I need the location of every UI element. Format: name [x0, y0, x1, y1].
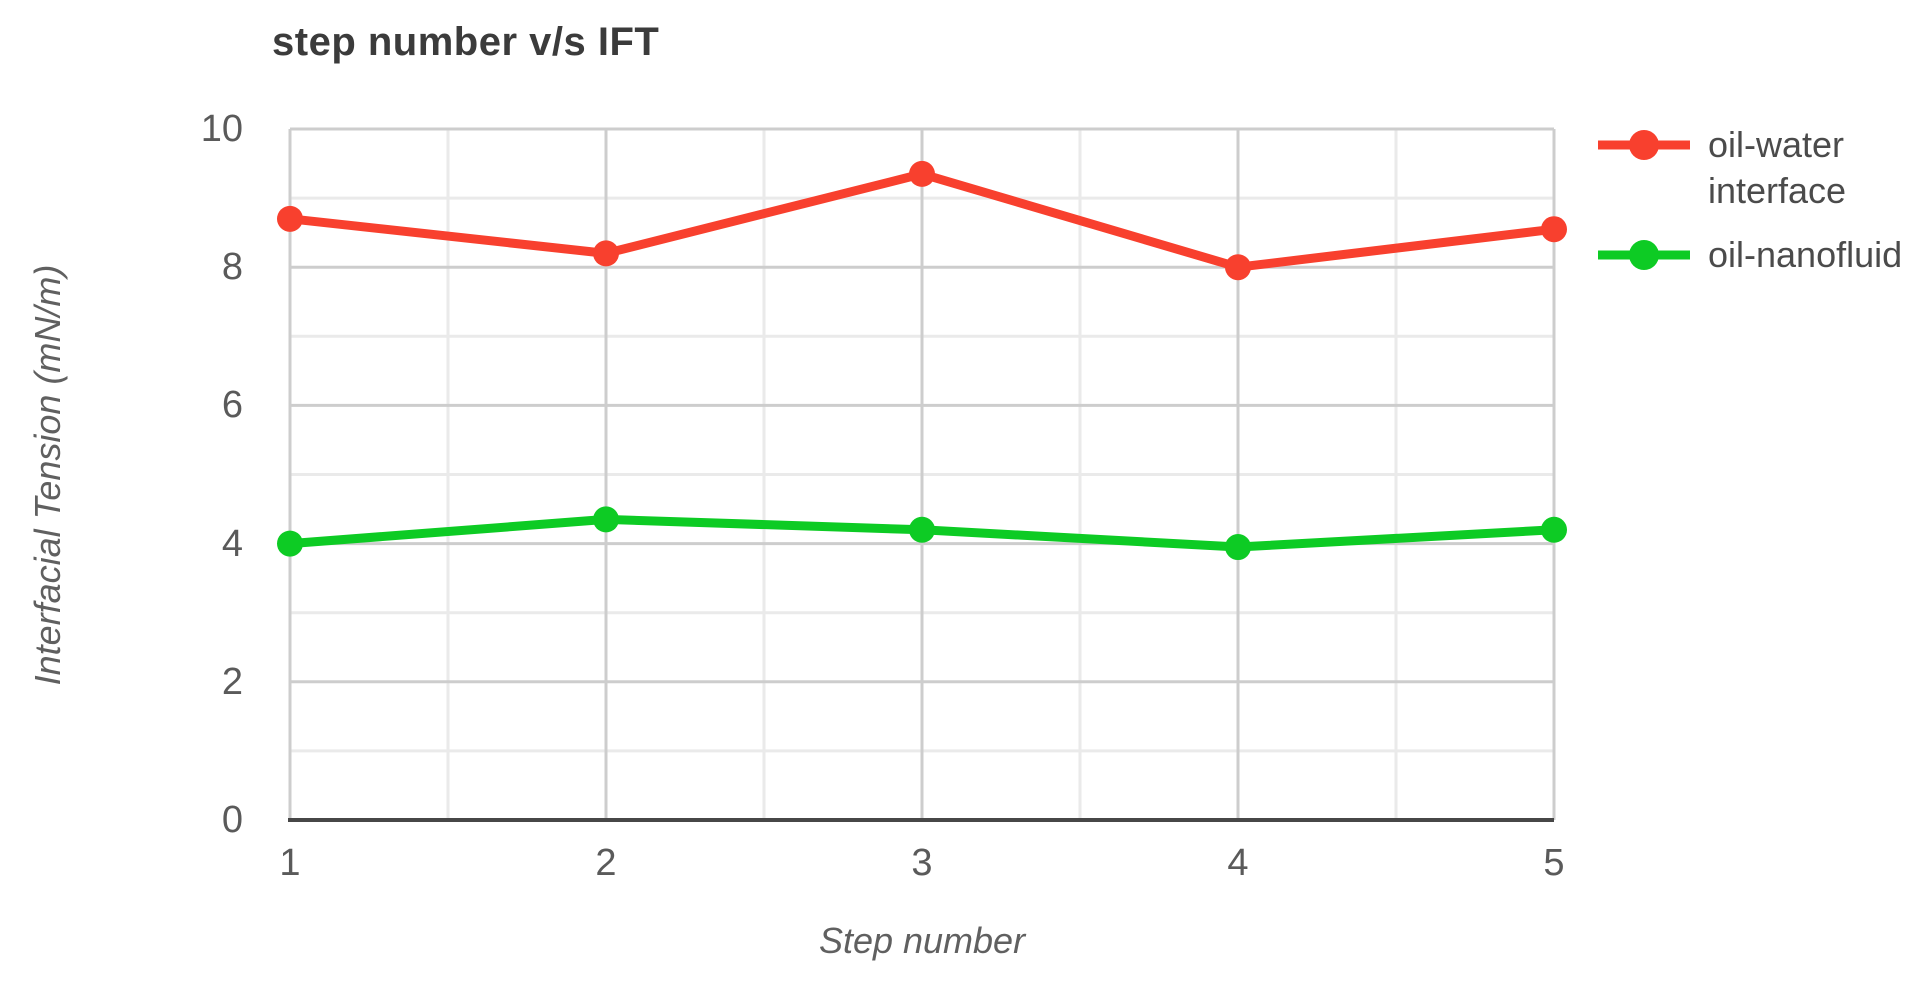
x-axis-title: Step number	[818, 920, 1026, 961]
chart-title: step number v/s IFT	[272, 20, 660, 64]
data-point-oil-water-interface-4	[1225, 254, 1251, 281]
data-point-oil-water-interface-1	[277, 205, 303, 232]
data-point-oil-nanofluid-5	[1541, 516, 1567, 543]
data-point-oil-water-interface-5	[1541, 216, 1567, 243]
x-tick-label-4: 4	[1227, 842, 1249, 884]
y-tick-label-4: 4	[221, 522, 243, 565]
legend-item-oil-nanofluid: oil-nanofluid	[1596, 232, 1908, 278]
y-tick-label-8: 8	[221, 246, 243, 289]
y-tick-label-10: 10	[200, 108, 243, 150]
legend-marker-icon-oil-nanofluid	[1598, 240, 1690, 270]
data-point-oil-nanofluid-2	[593, 506, 619, 533]
legend-marker-icon-oil-water-interface	[1598, 130, 1690, 160]
y-tick-label-6: 6	[221, 384, 243, 427]
data-point-oil-nanofluid-3	[909, 516, 935, 543]
series-oil-water-interface	[277, 160, 1567, 281]
y-tick-label-0: 0	[221, 799, 243, 841]
x-tick-label-5: 5	[1543, 842, 1565, 884]
data-point-oil-nanofluid-4	[1225, 534, 1251, 561]
y-axis-title: Interfacial Tension (mN/m)	[27, 264, 68, 686]
legend-item-oil-water-interface: oil-water interface	[1596, 122, 1908, 214]
data-point-oil-nanofluid-1	[277, 530, 303, 557]
legend-label-oil-water-interface: oil-water interface	[1708, 124, 1847, 211]
series-oil-nanofluid	[277, 506, 1567, 561]
x-tick-label-1: 1	[279, 842, 301, 884]
data-point-oil-water-interface-2	[593, 240, 619, 267]
x-tick-label-3: 3	[911, 842, 933, 884]
legend-label-oil-nanofluid: oil-nanofluid	[1708, 234, 1903, 275]
y-tick-label-2: 2	[221, 660, 243, 703]
data-point-oil-water-interface-3	[909, 160, 935, 187]
x-tick-label-2: 2	[595, 842, 617, 884]
legend: oil-water interface oil-nanofluid	[1596, 122, 1908, 278]
